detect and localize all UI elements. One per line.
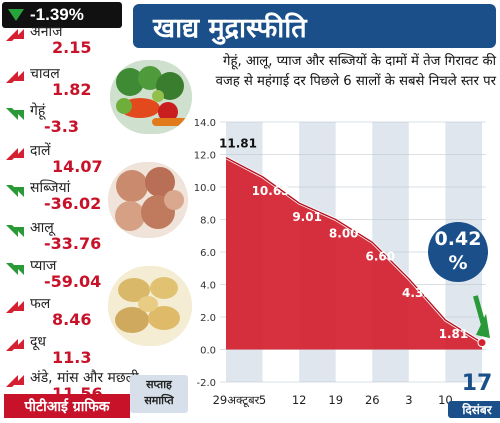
vegetables-image bbox=[110, 60, 192, 134]
commodity-item: सब्जियां -36.02 bbox=[4, 178, 116, 216]
commodity-panel: -1.39% अनाज 2.15 चावल 1.82 गेहूं -3.3 दालें 14.… bbox=[0, 0, 139, 423]
commodity-item: प्याज -59.04 bbox=[4, 256, 116, 294]
red-arrow-icon bbox=[4, 371, 26, 391]
inflation-chart: 14.0 12.0 10.0 8.0 6.0 4.0 2.0 0.0 -2.0 11.81 10.6… bbox=[194, 118, 490, 408]
end-date-day: 17 bbox=[461, 371, 493, 396]
end-date: 17 दिसंबर bbox=[448, 371, 500, 419]
source-label: पीटीआई ग्राफिक bbox=[4, 394, 130, 418]
commodity-item: दूध 11.3 bbox=[4, 332, 116, 370]
end-date-month: दिसंबर bbox=[448, 401, 500, 418]
y-tick-label: 10.0 bbox=[194, 183, 216, 194]
y-tick-label: 2.0 bbox=[200, 313, 216, 324]
chart-title: खाद्य मुद्रास्फीति bbox=[153, 13, 307, 44]
y-tick-label: 14.0 bbox=[194, 118, 216, 129]
y-tick-label: -2.0 bbox=[196, 378, 216, 389]
commodity-value: 2.15 bbox=[52, 38, 92, 57]
commodity-name: आलू bbox=[30, 220, 54, 236]
y-tick-label: 8.0 bbox=[200, 216, 216, 227]
chart-subtitle: गेहूं, आलू, प्याज और सब्जियों के दामों म… bbox=[215, 54, 496, 89]
series-line-core bbox=[225, 156, 483, 344]
week-label-line-1: सप्ताह bbox=[146, 378, 172, 391]
red-arrow-icon bbox=[4, 335, 26, 355]
y-tick-label: 12.0 bbox=[194, 151, 216, 162]
commodity-name: प्याज bbox=[30, 258, 57, 274]
commodity-value: 8.46 bbox=[52, 310, 92, 329]
onions-image bbox=[108, 162, 188, 238]
commodity-item: फल 8.46 bbox=[4, 294, 116, 332]
green-arrow-icon bbox=[4, 221, 26, 241]
green-arrow-icon bbox=[4, 104, 26, 124]
headline-change-value: -1.39% bbox=[30, 5, 84, 24]
latest-value-badge: 0.42 % bbox=[428, 222, 488, 282]
latest-value: 0.42 bbox=[434, 228, 482, 250]
commodity-name: अंडे, मांस और मछली bbox=[30, 370, 139, 386]
commodity-name: दूध bbox=[30, 334, 47, 350]
commodity-item: दालें 14.07 bbox=[4, 141, 116, 179]
headline-change-badge: -1.39% bbox=[2, 2, 122, 28]
red-arrow-icon bbox=[4, 144, 26, 164]
commodity-name: फल bbox=[30, 296, 51, 312]
potatoes-image bbox=[108, 266, 192, 346]
data-label: 11.81 bbox=[219, 137, 257, 151]
down-triangle-icon bbox=[8, 9, 24, 21]
area-fill bbox=[226, 157, 482, 350]
x-tick-label: 12 bbox=[292, 393, 307, 407]
commodity-value: -59.04 bbox=[44, 272, 102, 291]
data-label: 8.00 bbox=[329, 227, 359, 241]
commodity-name: गेहूं bbox=[30, 103, 46, 119]
commodity-value: 11.3 bbox=[52, 348, 92, 367]
commodity-name: चावल bbox=[30, 66, 60, 82]
data-label: 4.35 bbox=[402, 286, 432, 300]
red-arrow-icon bbox=[4, 25, 26, 45]
week-label-line-2: समाप्ति bbox=[144, 394, 174, 407]
x-tick-label: 29अक्टूबर bbox=[213, 393, 260, 408]
y-tick-label: 6.0 bbox=[200, 248, 216, 259]
title-banner: खाद्य मुद्रास्फीति bbox=[133, 4, 496, 48]
commodity-item: गेहूं -3.3 bbox=[4, 101, 116, 139]
commodity-value: 1.82 bbox=[52, 80, 92, 99]
trend-arrowhead-icon bbox=[476, 313, 490, 339]
red-arrow-icon bbox=[4, 67, 26, 87]
x-tick-label: 5 bbox=[259, 393, 266, 407]
commodity-item: चावल 1.82 bbox=[4, 64, 116, 102]
commodity-value: -3.3 bbox=[44, 117, 79, 136]
commodity-item: अनाज 2.15 bbox=[4, 22, 116, 60]
data-label: 6.60 bbox=[365, 249, 395, 263]
commodity-name: सब्जियां bbox=[30, 180, 71, 196]
data-label: 1.81 bbox=[439, 327, 469, 341]
red-arrow-icon bbox=[4, 297, 26, 317]
week-ending-label: सप्ताह समाप्ति bbox=[130, 375, 188, 413]
latest-unit: % bbox=[448, 252, 468, 274]
data-label: 9.01 bbox=[292, 210, 322, 224]
green-arrow-icon bbox=[4, 181, 26, 201]
commodity-value: -36.02 bbox=[44, 194, 102, 213]
x-tick-label: 26 bbox=[365, 393, 380, 407]
commodity-item: आलू -33.76 bbox=[4, 218, 116, 256]
data-label: 10.63 bbox=[252, 184, 290, 198]
y-tick-label: 4.0 bbox=[200, 281, 216, 292]
commodity-value: -33.76 bbox=[44, 234, 102, 253]
x-tick-label: 3 bbox=[405, 393, 412, 407]
commodity-name: अनाज bbox=[30, 24, 63, 40]
commodity-name: दालें bbox=[30, 143, 51, 159]
commodity-value: 14.07 bbox=[52, 157, 103, 176]
y-tick-label: 0.0 bbox=[200, 346, 216, 357]
green-arrow-icon bbox=[4, 259, 26, 279]
data-point bbox=[477, 338, 487, 348]
x-tick-label: 19 bbox=[328, 393, 343, 407]
